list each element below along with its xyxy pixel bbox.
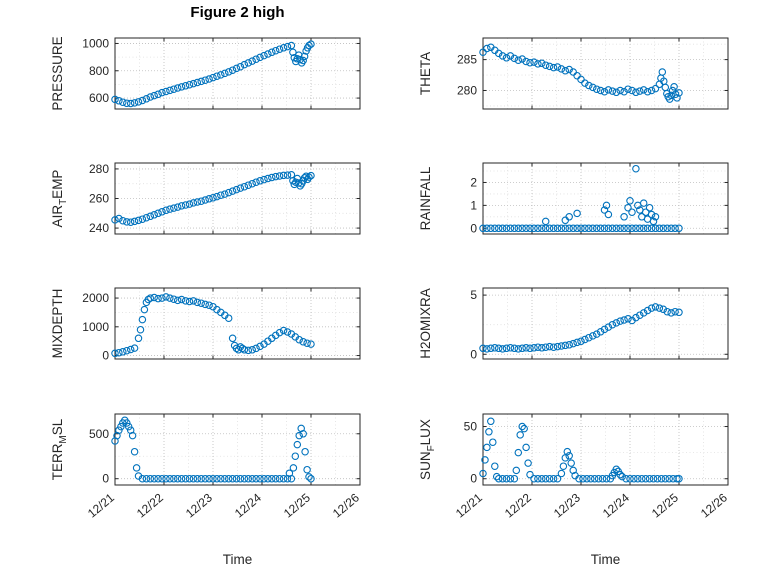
y-axis-label: PRESSURE [50,36,65,110]
svg-text:285: 285 [457,53,477,67]
y-axis-label: AIRTEMP [50,170,69,228]
scatter-markers [111,293,315,358]
svg-text:500: 500 [89,427,109,441]
svg-text:12/22: 12/22 [134,490,166,520]
major-grid [482,288,729,359]
y-tick-labels: 05 [470,288,477,361]
subplot-air-temp: 240 260 280 AIRTEMP [40,155,372,259]
svg-text:1000: 1000 [82,320,109,334]
svg-text:280: 280 [457,83,477,97]
major-grid [114,288,361,359]
y-axis-label: TERRMSL [50,418,69,480]
y-axis-label: SUNFLUX [418,419,437,480]
svg-text:12/25: 12/25 [649,490,681,520]
scatter-markers [479,43,683,103]
svg-text:12/24: 12/24 [232,490,264,520]
y-axis-label: RAINFALL [418,166,433,230]
y-tick-labels: 0 1000 2000 [82,291,109,362]
svg-text:600: 600 [89,91,109,105]
scatter-markers [111,40,315,108]
major-grid [482,163,729,234]
y-tick-labels: 280 285 [457,53,477,98]
axes-box [482,413,729,486]
major-grid [482,414,729,485]
subplot-svg-mixdepth: 0 1000 2000 MIXDEPTH [50,287,361,363]
svg-text:260: 260 [89,192,109,206]
svg-text:0: 0 [470,221,477,235]
major-grid [482,38,729,109]
y-tick-labels: 0 50 [464,420,478,486]
minor-grid [483,163,728,234]
svg-text:0: 0 [102,349,109,363]
scatter-markers [479,417,683,483]
subplot-svg-airtemp: 240 260 280 AIRTEMP [50,162,361,235]
svg-text:12/21: 12/21 [453,490,485,520]
x-axis-label: Time [223,552,253,567]
svg-text:280: 280 [89,162,109,176]
subplot-mixdepth: 0 1000 2000 MIXDEPTH [40,280,372,384]
scatter-markers [479,303,683,353]
y-tick-labels: 240 260 280 [89,162,109,235]
axes-box [114,413,361,486]
svg-text:12/22: 12/22 [502,490,534,520]
minor-grid [483,38,728,109]
subplot-svg-rainfall: 0 1 2 RAINFALL [418,162,729,235]
y-tick-labels: 600 800 1000 [82,36,109,105]
subplot-svg-theta: 280 285 THETA [418,37,729,110]
svg-text:5: 5 [470,288,477,302]
svg-text:50: 50 [464,420,478,434]
axes-box [482,37,729,110]
scatter-markers [111,171,315,226]
axes-box [114,37,361,110]
scatter-markers [479,164,683,233]
svg-text:12/23: 12/23 [551,490,583,520]
svg-text:1: 1 [470,198,477,212]
axes-box [114,162,361,235]
x-axis-label: Time [591,552,621,567]
svg-text:240: 240 [89,221,109,235]
svg-text:12/26: 12/26 [698,490,730,520]
svg-text:12/21: 12/21 [85,490,117,520]
figure-title: Figure 2 high [190,4,285,21]
minor-grid [483,288,728,359]
svg-text:0: 0 [470,472,477,486]
minor-grid [483,414,728,485]
svg-text:2000: 2000 [82,291,109,305]
x-tick-labels: 12/21 12/22 12/23 12/24 12/25 12/26 [85,490,362,520]
y-tick-labels: 0 500 [89,427,109,486]
y-axis-label: H2OMIXRA [418,288,433,359]
axes-box [482,287,729,360]
svg-text:0: 0 [102,472,109,486]
subplot-terr-msl: 0 500 TERRMSL 12/21 12/22 12/23 12/24 12/25 12/2… [40,406,372,583]
svg-text:0: 0 [470,347,477,361]
major-grid [114,414,361,485]
subplot-h2omixra: 0 5 H2OMIXRA [408,280,740,384]
y-tick-labels: 0 1 2 [470,175,477,235]
svg-text:800: 800 [89,64,109,78]
svg-text:12/26: 12/26 [330,490,362,520]
minor-grid [115,288,360,359]
svg-text:12/25: 12/25 [281,490,313,520]
major-grid [114,38,361,109]
svg-text:2: 2 [470,175,477,189]
subplot-rainfall: 0 1 2 RAINFALL [408,155,740,259]
svg-text:1000: 1000 [82,36,109,50]
svg-text:12/24: 12/24 [600,490,632,520]
subplot-svg-pressure: 600 800 1000 PRESSURE [50,36,361,111]
y-axis-label: THETA [418,52,433,95]
major-grid [114,163,361,234]
subplot-pressure: 600 800 1000 PRESSURE [40,30,372,134]
svg-text:12/23: 12/23 [183,490,215,520]
minor-grid [115,414,360,485]
minor-grid [115,38,360,109]
y-axis-label: MIXDEPTH [50,289,65,359]
x-tick-labels: 12/21 12/22 12/23 12/24 12/25 12/26 [453,490,730,520]
scatter-markers [111,416,315,483]
subplot-svg-sunflux: 0 50 SUNFLUX 12/21 12/22 12/23 12/24 12/25 12/26… [418,413,730,567]
subplot-theta: 280 285 THETA [408,30,740,134]
subplot-sun-flux: 0 50 SUNFLUX 12/21 12/22 12/23 12/24 12/25 12/26… [408,406,740,583]
